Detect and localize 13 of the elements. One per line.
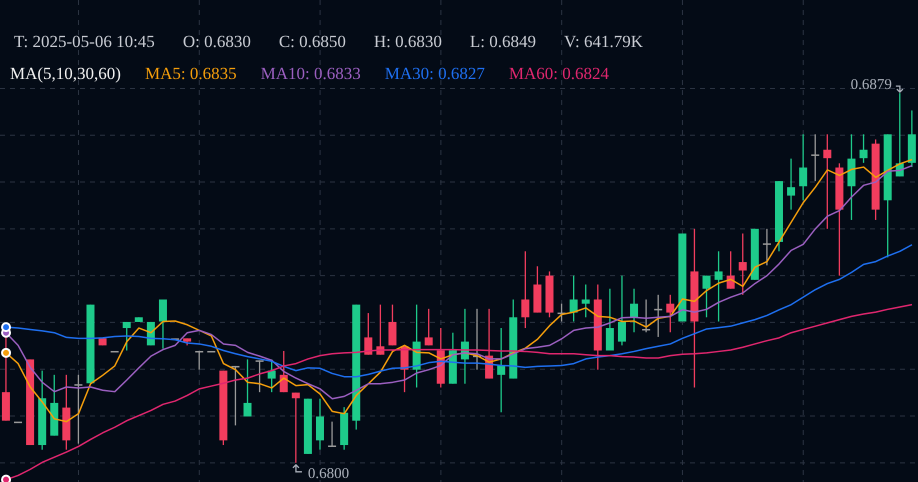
annotation: C: 0.6850: [278, 32, 346, 52]
annotation: O: 0.6830: [182, 32, 251, 52]
annotation: L: 0.6849: [470, 32, 536, 52]
annotation: T: 2025-05-06 10:45: [14, 32, 155, 52]
annotation: 0.6879: [850, 77, 892, 94]
annotation: 0.6800: [308, 466, 350, 482]
text: MA60: 0.6824: [508, 64, 609, 84]
legend-title: MA(5,10,30,60): [10, 64, 121, 84]
annotation: H: 0.6830: [374, 32, 442, 52]
text: MA10: 0.6833: [260, 64, 361, 84]
annotation: V: 641.79K: [564, 32, 643, 52]
text: MA30: 0.6827: [384, 64, 485, 84]
text: MA5: 0.6835: [144, 64, 237, 84]
